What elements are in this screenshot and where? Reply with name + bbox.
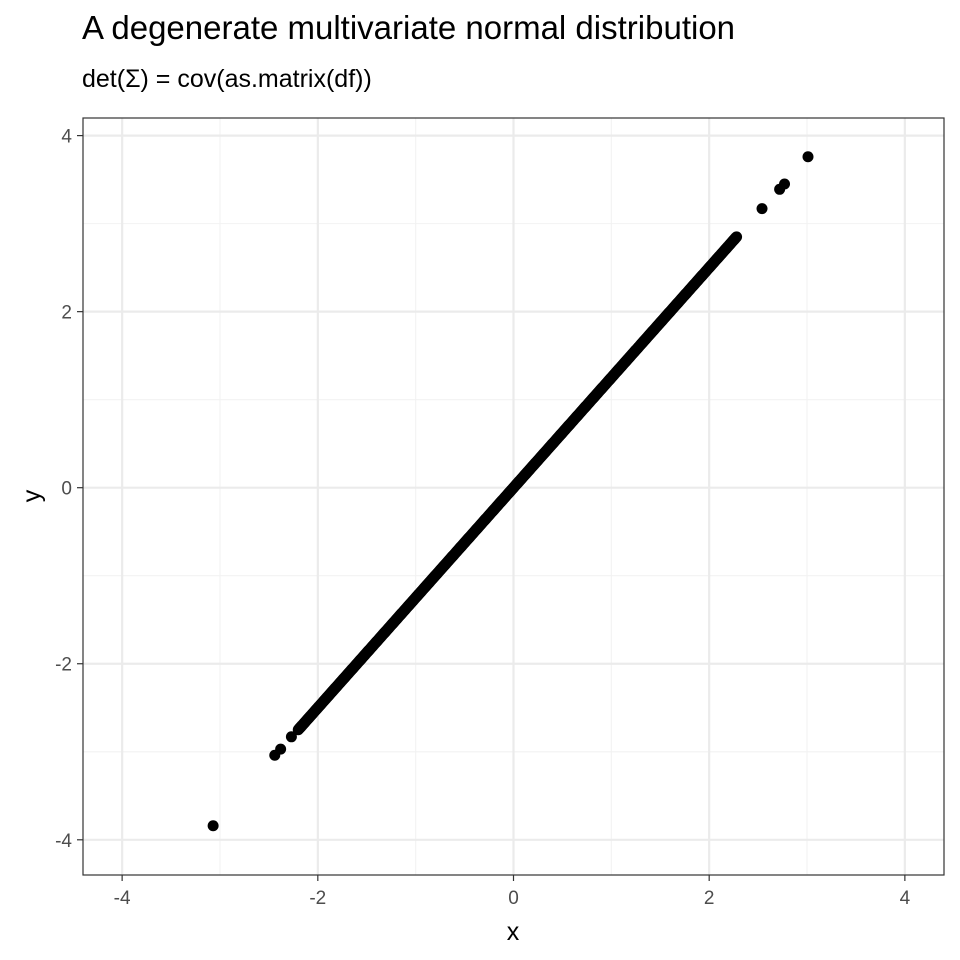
x-tick-label: -4 [114, 888, 131, 909]
data-point [275, 743, 287, 755]
data-point [207, 820, 219, 832]
y-tick-label: 0 [61, 479, 72, 500]
x-axis-ticks: -4 -2 0 2 4 [114, 875, 911, 909]
y-tick-label: -4 [55, 831, 72, 852]
data-point [756, 203, 768, 215]
x-axis-title: x [507, 918, 520, 946]
chart-subtitle: det(Σ) = cov(as.matrix(df)) [82, 65, 372, 93]
chart-title: A degenerate multivariate normal distrib… [82, 9, 735, 46]
y-tick-label: 4 [61, 127, 72, 148]
y-tick-label: 2 [61, 303, 72, 324]
y-axis-title: y [18, 489, 46, 502]
y-tick-label: -2 [55, 655, 72, 676]
data-point [731, 231, 743, 243]
data-points [207, 151, 814, 832]
data-point [802, 151, 814, 163]
y-axis-ticks: -4 -2 0 2 4 [55, 127, 83, 852]
data-point [779, 178, 791, 190]
x-tick-label: 0 [508, 888, 519, 909]
major-gridlines [83, 118, 944, 875]
x-tick-label: -2 [309, 888, 326, 909]
x-tick-label: 4 [900, 888, 911, 909]
data-point [285, 731, 297, 743]
x-tick-label: 2 [704, 888, 715, 909]
